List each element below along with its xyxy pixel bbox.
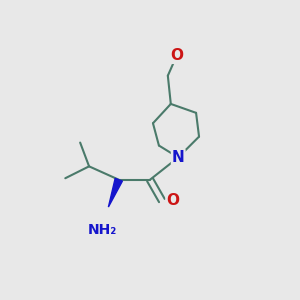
Polygon shape <box>108 178 122 207</box>
Text: O: O <box>167 193 179 208</box>
Text: NH₂: NH₂ <box>88 223 117 237</box>
Text: O: O <box>170 48 183 63</box>
Text: N: N <box>172 150 184 165</box>
